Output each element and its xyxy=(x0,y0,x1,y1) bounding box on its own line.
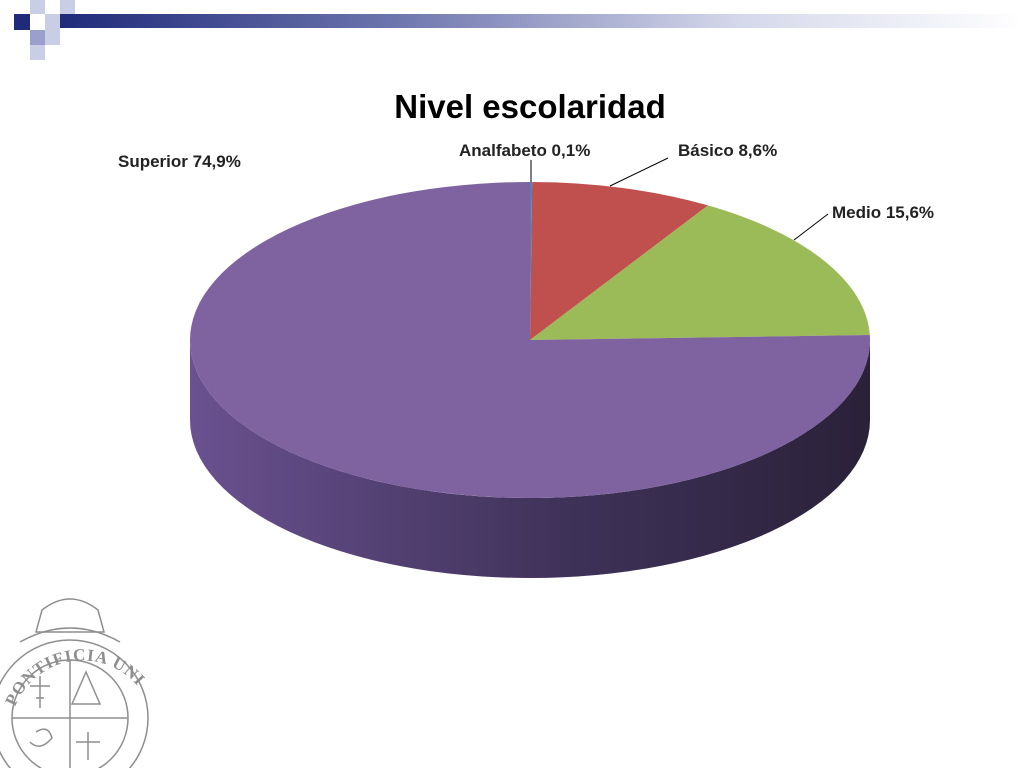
slice-label-superior: Superior 74,9% xyxy=(118,152,241,171)
university-seal-logo: PONTIFICIA UNIVERSIDAD CATÓLICA xyxy=(0,592,149,768)
leader-line-medio xyxy=(793,213,829,241)
slice-labels: Analfabeto 0,1% Básico 8,6% Medio 15,6% Sup… xyxy=(118,141,934,222)
leader-lines xyxy=(530,157,829,241)
pie-side-wall xyxy=(190,340,870,578)
pie-slice-superior xyxy=(190,182,871,499)
pie-chart: Nivel escolaridad Analfabeto 0,1% Básico … xyxy=(118,88,934,578)
slice-label-básico: Básico 8,6% xyxy=(678,141,777,160)
header-checker-squares xyxy=(14,0,75,60)
header-decoration xyxy=(14,0,1024,60)
chart-title: Nivel escolaridad xyxy=(394,88,665,125)
pie-slice-básico xyxy=(530,182,709,340)
seal-ring-text: PONTIFICIA UNIVERSIDAD CATÓLICA xyxy=(0,592,149,709)
pie-slice-analfabeto xyxy=(530,182,533,340)
slice-label-analfabeto: Analfabeto 0,1% xyxy=(459,141,590,160)
header-gradient-bar xyxy=(60,14,1024,28)
slice-label-medio: Medio 15,6% xyxy=(832,203,934,222)
leader-line-básico xyxy=(609,157,669,187)
pie-slices xyxy=(190,182,871,499)
pie-slice-medio xyxy=(530,205,870,340)
